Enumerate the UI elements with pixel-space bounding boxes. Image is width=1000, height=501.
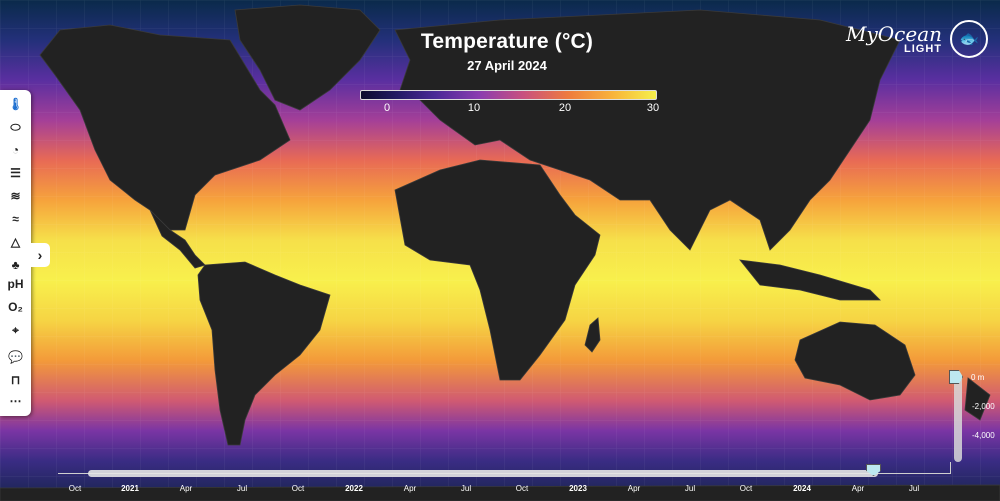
door-exit-icon[interactable]: ⊓ xyxy=(10,373,21,387)
plankton-icon[interactable]: ⌖ xyxy=(12,322,19,337)
sea-ice-icon[interactable]: △ xyxy=(10,235,21,249)
landmasses xyxy=(0,4,1000,501)
temperature-colorbar xyxy=(360,90,657,100)
madagascar xyxy=(584,317,601,353)
timeline-label: Oct xyxy=(515,484,529,493)
layer-toolbar: 🌡 ⬭ ◔ ☰ ≋ ≈ △ ♣ pH O₂ ⌖ 💬 ⊓ ⋯ xyxy=(0,90,31,416)
timeline-year-label: 2022 xyxy=(345,484,363,493)
timeline-label: Jul xyxy=(236,484,248,493)
south-america xyxy=(197,261,331,446)
southeast-asia-islands xyxy=(739,259,881,301)
timeline-slider-handle[interactable] xyxy=(866,464,881,476)
colorbar-ticks: 0 10 20 30 xyxy=(360,102,660,116)
myocean-logo[interactable]: MyOcean LIGHT 🐟 xyxy=(846,20,988,58)
eurasia xyxy=(394,9,901,251)
logo-sub-text: LIGHT xyxy=(904,42,942,55)
australia xyxy=(794,321,916,401)
timeline-label: Oct xyxy=(291,484,305,493)
antarctica xyxy=(0,484,1000,501)
map-date: 27 April 2024 xyxy=(467,58,547,73)
greenland xyxy=(234,4,381,111)
chlorophyll-leaf-icon[interactable]: ♣ xyxy=(11,258,20,272)
new-zealand xyxy=(964,377,991,421)
depth-label: -2,000 xyxy=(972,402,995,411)
timeline-slider-track[interactable] xyxy=(88,470,878,477)
chat-icon[interactable]: 💬 xyxy=(8,350,23,364)
expand-panel-chevron-icon[interactable]: › xyxy=(30,243,50,267)
timeline-year-label: 2024 xyxy=(793,484,811,493)
timeline-label: Apr xyxy=(179,484,193,493)
logo-main-text: MyOcean xyxy=(845,21,942,46)
depth-label: -4,000 xyxy=(972,431,995,440)
north-america xyxy=(39,24,291,231)
currents-icon[interactable]: ☰ xyxy=(10,166,21,180)
more-icon[interactable]: ⋯ xyxy=(9,394,22,408)
timeline-label: Apr xyxy=(851,484,865,493)
temperature-icon[interactable]: 🌡 xyxy=(7,97,24,111)
timeline-axis-end xyxy=(950,462,951,474)
timeline-year-label: 2023 xyxy=(569,484,587,493)
timeline-year-label: 2021 xyxy=(121,484,139,493)
waves-icon[interactable]: ≋ xyxy=(10,189,21,203)
depth-label: 0 m xyxy=(971,373,985,382)
timeline-label: Jul xyxy=(460,484,472,493)
timeline-label: Jul xyxy=(908,484,920,493)
ph-label[interactable]: pH xyxy=(7,277,24,291)
timeline-label: Apr xyxy=(627,484,641,493)
map-title: Temperature (°C) xyxy=(420,30,594,53)
timeline-label: Oct xyxy=(68,484,82,493)
timeline-label: Jul xyxy=(684,484,696,493)
colorbar-tick: 30 xyxy=(646,102,660,114)
timeline-label: Oct xyxy=(739,484,753,493)
map-title-block: Temperature (°C) 27 April 2024 xyxy=(357,30,657,73)
colorbar-tick: 10 xyxy=(467,102,481,114)
timeline-label: Apr xyxy=(403,484,417,493)
colorbar-tick: 0 xyxy=(383,102,391,114)
oxygen-label[interactable]: O₂ xyxy=(8,300,23,314)
fish-logo-icon: 🐟 xyxy=(950,20,988,58)
depth-slider-handle[interactable] xyxy=(949,370,963,384)
depth-slider-track[interactable] xyxy=(954,376,962,462)
salinity-icon[interactable]: ⬭ xyxy=(10,119,21,134)
africa xyxy=(394,159,601,381)
speedometer-icon[interactable]: ◔ xyxy=(11,143,20,157)
colorbar-tick: 20 xyxy=(558,102,572,114)
wind-icon[interactable]: ≈ xyxy=(12,212,19,226)
